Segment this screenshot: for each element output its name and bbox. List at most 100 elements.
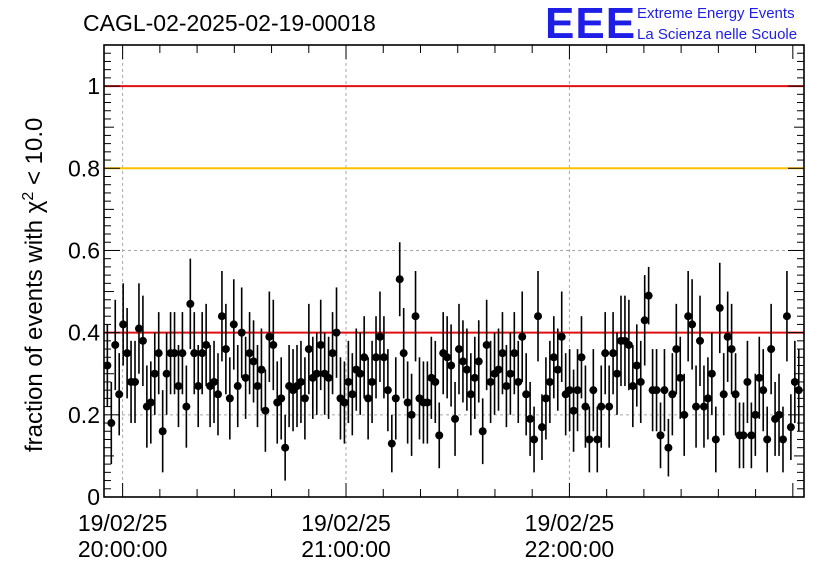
data-point [506, 369, 515, 378]
data-point [225, 394, 234, 403]
data-point [688, 320, 697, 329]
data-point [186, 299, 195, 308]
axis-ticks: 00.20.40.60.8119/02/2520:00:0019/02/2521… [68, 44, 804, 562]
data-point [660, 386, 669, 395]
data-point [411, 312, 420, 321]
data-point [466, 390, 475, 399]
data-point [514, 377, 523, 386]
data-point [154, 349, 163, 358]
y-tick-label: 0.8 [68, 155, 100, 181]
data-point [237, 328, 246, 337]
x-tick-label-date: 19/02/25 [301, 510, 391, 536]
data-point [210, 377, 219, 386]
data-point [727, 345, 736, 354]
data-point [699, 402, 708, 411]
data-point [613, 369, 622, 378]
data-point [146, 398, 155, 407]
y-tick-label: 0.2 [68, 402, 100, 428]
data-point [265, 332, 274, 341]
data-point [589, 386, 598, 395]
data-point [494, 365, 503, 374]
data-point [202, 340, 211, 349]
data-point [478, 427, 487, 436]
data-point [644, 291, 653, 300]
y-axis-title: fraction of events with χ2 < 10.0 [20, 118, 48, 452]
data-point [510, 349, 519, 358]
data-point [368, 377, 377, 386]
data-point [304, 345, 313, 354]
data-point [541, 394, 550, 403]
data-point [755, 373, 764, 382]
data-point [316, 340, 325, 349]
data-point [431, 377, 440, 386]
data-point [217, 312, 226, 321]
data-point [454, 345, 463, 354]
data-point [447, 361, 456, 370]
data-point [131, 377, 140, 386]
data-point [676, 373, 685, 382]
data-point [364, 394, 373, 403]
data-point [340, 398, 349, 407]
data-point [119, 320, 128, 329]
data-point [407, 410, 416, 419]
data-point [731, 390, 740, 399]
y-tick-label: 0.4 [68, 320, 100, 346]
data-point [190, 349, 199, 358]
data-point [684, 312, 693, 321]
data-point [530, 435, 539, 444]
data-point [593, 435, 602, 444]
x-tick-label-time: 22:00:00 [525, 536, 615, 562]
data-point [115, 390, 124, 399]
data-point [229, 320, 238, 329]
data-point [668, 390, 677, 399]
data-point [707, 369, 716, 378]
data-point [423, 398, 432, 407]
y-tick-label: 0 [87, 484, 100, 510]
eee-logo: EEE Extreme Energy Events La Scienza nel… [545, 2, 830, 48]
data-point [170, 349, 179, 358]
y-tick-label: 0.6 [68, 237, 100, 263]
data-point [221, 345, 230, 354]
y-axis-label: fraction of events with χ2 < 10.0 [20, 118, 48, 452]
data-point [747, 431, 756, 440]
data-point [111, 340, 120, 349]
data-point [462, 365, 471, 374]
data-point [312, 369, 321, 378]
data-point [458, 357, 467, 366]
data-point [723, 332, 732, 341]
data-point [379, 353, 388, 362]
data-point [640, 316, 649, 325]
data-point [134, 324, 143, 333]
data-point [296, 377, 305, 386]
data-series [103, 242, 803, 481]
data-point [261, 406, 270, 415]
data-point [391, 394, 400, 403]
data-point [573, 386, 582, 395]
data-point [605, 402, 614, 411]
data-point [636, 377, 645, 386]
data-point [486, 377, 495, 386]
logo-line-1: Extreme Energy Events [637, 5, 795, 22]
data-point [526, 414, 535, 423]
data-point [778, 435, 787, 444]
data-point [759, 386, 768, 395]
data-point [150, 369, 159, 378]
data-point [502, 382, 511, 391]
plot-frame [103, 44, 805, 498]
data-point [198, 349, 207, 358]
data-point [581, 402, 590, 411]
data-point [182, 402, 191, 411]
data-point [435, 431, 444, 440]
data-point [609, 349, 618, 358]
data-point [498, 349, 507, 358]
data-point [372, 353, 381, 362]
data-point [715, 303, 724, 312]
data-point [522, 390, 531, 399]
data-point [680, 410, 689, 419]
data-point [549, 353, 558, 362]
data-point [470, 373, 479, 382]
data-point [253, 382, 262, 391]
data-point [786, 423, 795, 432]
data-point [652, 386, 661, 395]
